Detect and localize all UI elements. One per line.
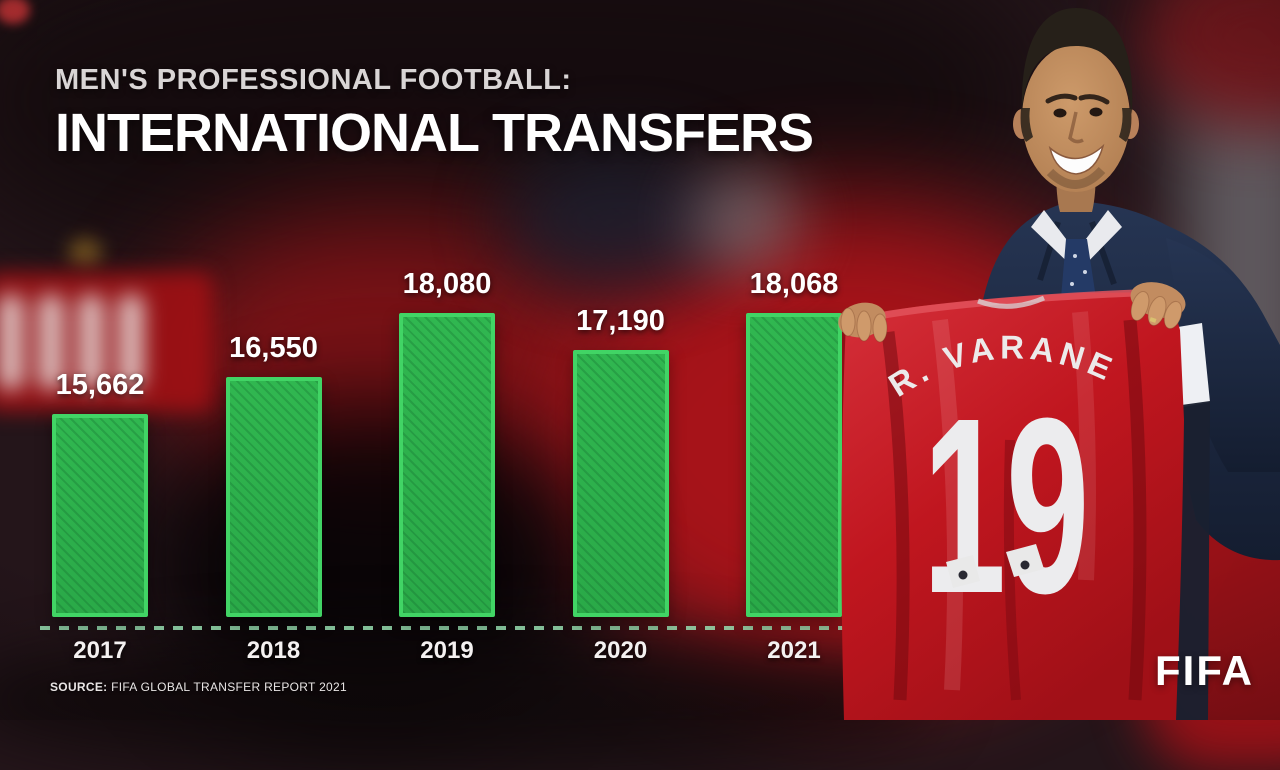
bar-2020 <box>572 350 669 617</box>
premier-league-patch-logo <box>958 570 968 580</box>
bar-year-label: 2020 <box>593 637 648 664</box>
bar-year-label: 2019 <box>420 637 474 664</box>
player-smile <box>1048 143 1105 175</box>
jersey-fold-highlight <box>932 319 964 691</box>
chart-kicker: MEN'S PROFESSIONAL FOOTBALL: <box>55 64 572 96</box>
bar-2018 <box>225 377 322 617</box>
bar-year-label: 2021 <box>767 637 821 664</box>
bar-2021 <box>746 313 842 617</box>
player-sideburn <box>1119 108 1132 142</box>
title-block: MEN'S PROFESSIONAL FOOTBALL: INTERNATION… <box>55 64 814 164</box>
ring <box>1149 317 1157 323</box>
bar-value-label: 15,662 <box>55 369 145 401</box>
page-title: INTERNATIONAL TRANSFERS <box>55 103 814 163</box>
jersey-collar-line <box>977 295 1046 309</box>
player-hair <box>1021 8 1133 114</box>
source-label: SOURCE: <box>50 680 108 694</box>
player-sideburn <box>1020 108 1033 142</box>
bar-value-label: 17,190 <box>576 305 665 337</box>
player-nose <box>1068 111 1084 144</box>
player-eye <box>1089 107 1103 117</box>
bar-2019 <box>399 313 495 617</box>
fifa-logo: FIFA <box>1155 647 1254 694</box>
source-text: FIFA GLOBAL TRANSFER REPORT 2021 <box>107 680 347 694</box>
tie-dot <box>1083 270 1087 274</box>
hand-right <box>1130 282 1186 330</box>
jersey-fold-highlight <box>1072 311 1096 581</box>
player-jaw-shading <box>1046 166 1106 189</box>
tie-dot <box>1070 282 1074 286</box>
tie-dot <box>1073 254 1077 258</box>
chart-baseline-dashed <box>40 626 854 630</box>
player-eyebrow <box>1078 94 1110 105</box>
player-eye <box>1053 108 1067 118</box>
hand-left <box>838 302 888 343</box>
bar-chart: 15,662 2017 16,550 2018 18,080 2019 17,190 2020… <box>40 0 860 720</box>
bar-value-label: 18,080 <box>402 268 492 300</box>
shirt-collar <box>1031 210 1122 272</box>
bar-value-label: 16,550 <box>229 332 318 364</box>
jersey-body <box>841 292 1184 720</box>
source-note: SOURCE: FIFA GLOBAL TRANSFER REPORT 2021 <box>50 680 347 694</box>
player-eyebrow <box>1045 93 1078 104</box>
bar-value-label: 18,068 <box>749 268 839 300</box>
jersey-fold-shadow <box>1123 319 1147 701</box>
player-face <box>1022 44 1130 192</box>
bar-year-label: 2018 <box>246 637 301 664</box>
jersey-fold-shadow <box>1003 439 1021 701</box>
bar-2017 <box>52 414 148 617</box>
jersey-fold-shadow <box>881 331 910 701</box>
premier-league-patch-logo <box>1020 560 1030 570</box>
suit-sleeve <box>1166 238 1280 472</box>
player-head <box>1013 8 1139 192</box>
jersey: R. VARANE 19 <box>841 288 1184 720</box>
bar-year-label: 2017 <box>73 637 127 664</box>
player-photo-illustration: R. VARANE 19 <box>838 8 1280 720</box>
jersey-number-text: 19 <box>923 365 1090 645</box>
